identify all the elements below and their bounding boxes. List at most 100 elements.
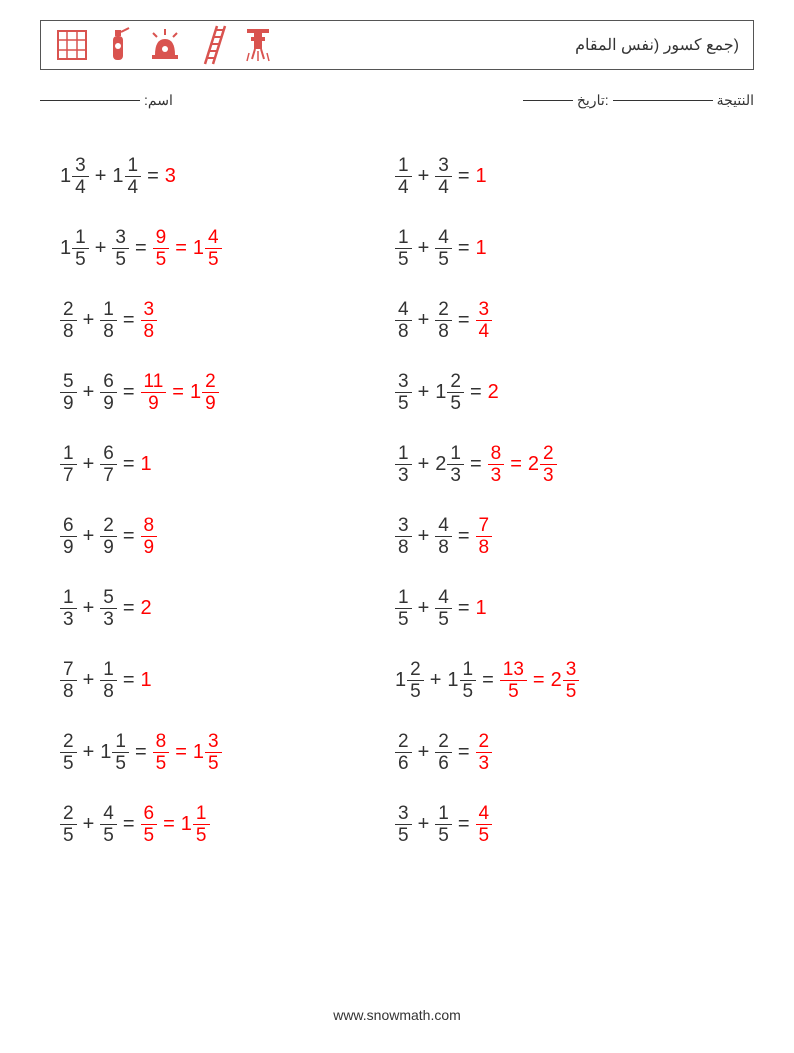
header-icons <box>55 24 275 66</box>
plus-operator: + <box>418 165 430 188</box>
problem-term: 28 <box>435 300 452 341</box>
problem-term: 38 <box>395 516 412 557</box>
plus-operator: + <box>418 453 430 476</box>
problem-row: 25+115=85=13526+26=23 <box>60 716 730 788</box>
problem-cell: 13+53=2 <box>60 588 395 629</box>
plus-operator: + <box>430 669 442 692</box>
equals-operator: = <box>123 813 135 836</box>
problem-term: 48 <box>395 300 412 341</box>
answer-term: 95 <box>153 228 170 269</box>
problem-term: 115 <box>447 660 476 701</box>
answer-term: 119 <box>141 372 167 413</box>
problem-cell: 26+26=23 <box>395 732 730 773</box>
answer-term: 115 <box>181 804 210 845</box>
problem-cell: 125+115=135=235 <box>395 660 730 701</box>
plus-operator: + <box>83 813 95 836</box>
problem-term: 15 <box>435 804 452 845</box>
equals-operator: = <box>123 309 135 332</box>
problem-term: 114 <box>112 156 141 197</box>
answer-term: 129 <box>190 372 219 413</box>
problem-term: 213 <box>435 444 464 485</box>
problem-term: 26 <box>395 732 412 773</box>
problem-term: 59 <box>60 372 77 413</box>
equals-operator: = <box>470 381 482 404</box>
problem-term: 14 <box>395 156 412 197</box>
grid-icon <box>55 28 89 62</box>
problem-cell: 13+213=83=223 <box>395 444 730 485</box>
equals-operator: = <box>123 597 135 620</box>
problem-row: 59+69=119=12935+125=2 <box>60 356 730 428</box>
worksheet-title: (جمع كسور (نفس المقام <box>575 35 739 55</box>
result-date-field: النتيجة :تاريخ <box>523 92 754 109</box>
problem-cell: 59+69=119=129 <box>60 372 395 413</box>
answer-term: 78 <box>476 516 493 557</box>
answer-term: 45 <box>476 804 493 845</box>
problem-row: 78+18=1125+115=135=235 <box>60 644 730 716</box>
problem-term: 13 <box>395 444 412 485</box>
answer-term: 145 <box>193 228 222 269</box>
equals-operator: = <box>172 381 184 404</box>
answer-term: 223 <box>528 444 557 485</box>
result-label: النتيجة <box>717 92 754 109</box>
problem-term: 45 <box>435 588 452 629</box>
equals-operator: = <box>458 525 470 548</box>
problem-term: 35 <box>395 804 412 845</box>
plus-operator: + <box>83 453 95 476</box>
equals-operator: = <box>482 669 494 692</box>
date-blank <box>523 100 573 101</box>
plus-operator: + <box>83 525 95 548</box>
answer-term: 83 <box>488 444 505 485</box>
answer-term: 23 <box>476 732 493 773</box>
problem-term: 13 <box>60 588 77 629</box>
equals-operator: = <box>175 237 187 260</box>
problem-term: 28 <box>60 300 77 341</box>
equals-operator: = <box>510 453 522 476</box>
answer-term: 85 <box>153 732 170 773</box>
plus-operator: + <box>95 237 107 260</box>
problem-cell: 25+45=65=115 <box>60 804 395 845</box>
problem-row: 25+45=65=11535+15=45 <box>60 788 730 860</box>
equals-operator: = <box>123 453 135 476</box>
answer-term: 1 <box>141 453 152 476</box>
equals-operator: = <box>458 813 470 836</box>
answer-term: 3 <box>165 165 176 188</box>
hydrant-icon <box>241 25 275 65</box>
answer-term: 1 <box>476 597 487 620</box>
name-blank <box>40 100 140 101</box>
plus-operator: + <box>83 741 95 764</box>
answer-term: 135 <box>500 660 527 701</box>
problem-term: 115 <box>100 732 129 773</box>
problem-row: 69+29=8938+48=78 <box>60 500 730 572</box>
equals-operator: = <box>135 237 147 260</box>
problem-term: 35 <box>112 228 129 269</box>
problem-term: 78 <box>60 660 77 701</box>
equals-operator: = <box>458 237 470 260</box>
problem-term: 45 <box>100 804 117 845</box>
plus-operator: + <box>418 813 430 836</box>
answer-term: 2 <box>488 381 499 404</box>
answer-term: 38 <box>141 300 158 341</box>
siren-icon <box>147 27 183 63</box>
problem-term: 125 <box>435 372 464 413</box>
answer-term: 89 <box>141 516 158 557</box>
name-label: اسم: <box>144 92 173 109</box>
problem-term: 29 <box>100 516 117 557</box>
problem-cell: 15+45=1 <box>395 228 730 269</box>
problem-cell: 35 +15 = 45 <box>395 804 730 845</box>
problem-term: 48 <box>435 516 452 557</box>
info-line: اسم: النتيجة :تاريخ <box>40 92 754 109</box>
plus-operator: + <box>418 597 430 620</box>
problem-term: 18 <box>100 660 117 701</box>
problem-term: 53 <box>100 588 117 629</box>
problem-term: 67 <box>100 444 117 485</box>
problem-term: 115 <box>60 228 89 269</box>
name-field: اسم: <box>40 92 173 109</box>
problem-cell: 14+34=1 <box>395 156 730 197</box>
problem-term: 35 <box>395 372 412 413</box>
plus-operator: + <box>418 741 430 764</box>
problem-term: 17 <box>60 444 77 485</box>
problem-cell: 28+18=38 <box>60 300 395 341</box>
problem-term: 34 <box>435 156 452 197</box>
plus-operator: + <box>418 309 430 332</box>
equals-operator: = <box>123 525 135 548</box>
